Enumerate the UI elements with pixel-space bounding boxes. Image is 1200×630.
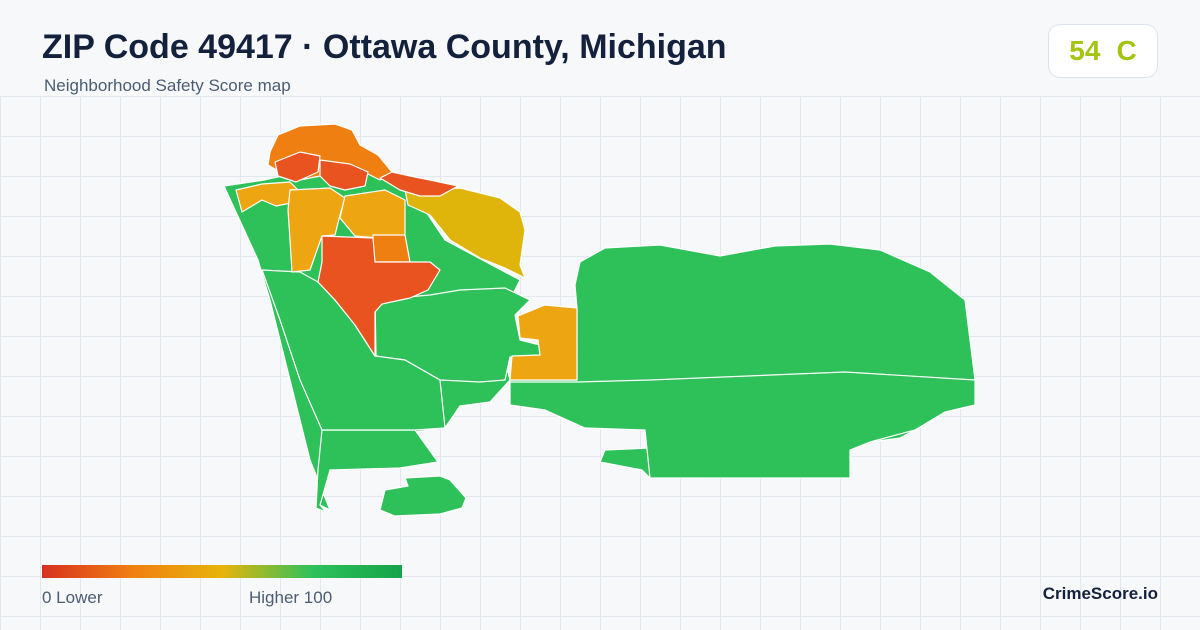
legend-min-label: 0 Lower <box>42 588 103 607</box>
safety-score-badge: 54 C <box>1048 24 1158 78</box>
page-title: ZIP Code 49417 · Ottawa County, Michigan <box>42 28 727 66</box>
legend-gradient-bar <box>42 565 402 578</box>
page-subtitle: Neighborhood Safety Score map <box>44 76 291 95</box>
region-downtown-tract[interactable] <box>317 235 441 357</box>
region-east-downtown-tract[interactable] <box>372 234 411 263</box>
region-south-tract[interactable] <box>315 429 439 513</box>
safety-score-grade: C <box>1116 35 1137 66</box>
region-south-central-tract[interactable] <box>509 304 578 381</box>
region-harbor-shore-tract[interactable] <box>379 171 459 197</box>
brand-logo-text[interactable]: CrimeScore.io <box>1042 584 1158 603</box>
region-southeast-tract[interactable] <box>509 371 976 479</box>
region-north-central-tract-a[interactable] <box>274 151 321 183</box>
region-island-tract[interactable] <box>379 475 467 517</box>
legend-max-label: Higher 100 <box>249 588 333 607</box>
safety-score-value: 54 <box>1069 35 1101 66</box>
region-north-central-tract-b[interactable] <box>319 159 369 191</box>
region-lakeside-tract[interactable] <box>404 187 526 279</box>
header-background <box>0 0 1200 96</box>
